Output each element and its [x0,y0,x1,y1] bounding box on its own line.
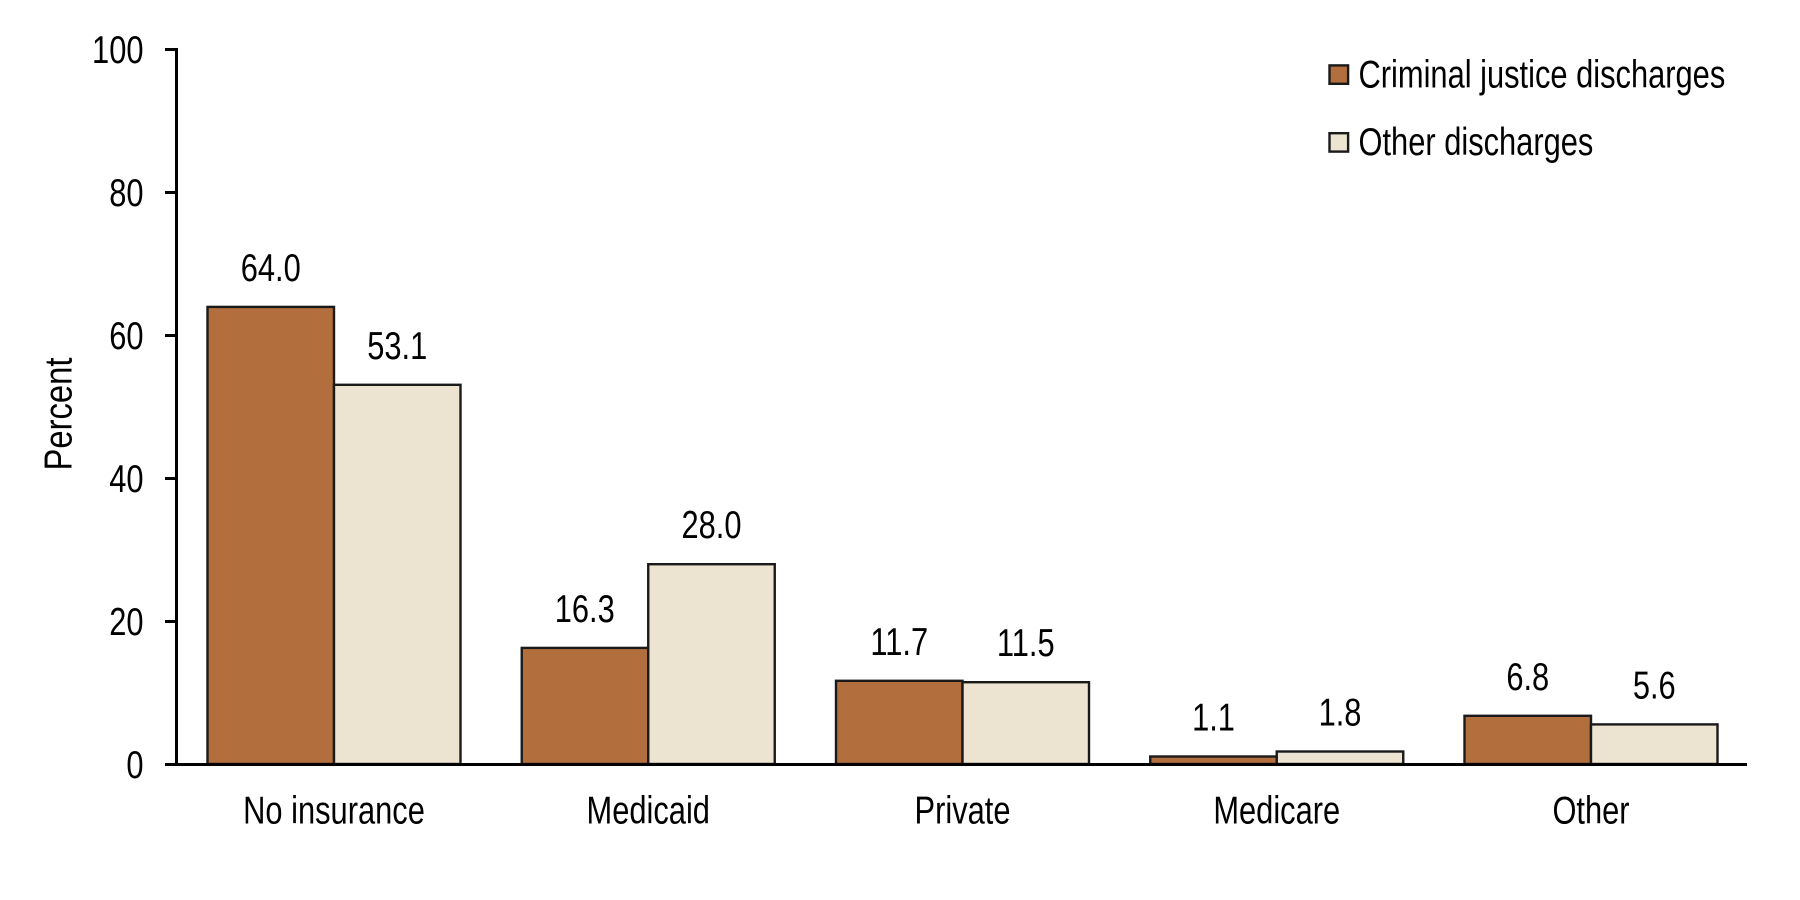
svg-text:60: 60 [109,315,143,358]
svg-text:53.1: 53.1 [367,324,427,367]
svg-text:40: 40 [109,458,143,501]
svg-text:80: 80 [109,172,143,215]
svg-text:1.8: 1.8 [1319,691,1362,734]
svg-text:5.6: 5.6 [1633,664,1676,707]
svg-text:11.7: 11.7 [870,620,928,663]
svg-text:64.0: 64.0 [241,246,301,289]
svg-text:Other discharges: Other discharges [1359,121,1594,164]
svg-text:0: 0 [126,744,143,787]
svg-text:Medicaid: Medicaid [587,789,710,832]
svg-text:Other: Other [1552,789,1629,832]
svg-text:11.5: 11.5 [997,622,1055,665]
svg-text:100: 100 [92,29,143,72]
svg-text:Percent: Percent [36,357,81,470]
svg-text:Criminal justice discharges: Criminal justice discharges [1359,53,1726,96]
svg-text:16.3: 16.3 [555,587,615,630]
svg-text:No insurance: No insurance [243,789,425,832]
svg-text:1.1: 1.1 [1192,696,1235,739]
svg-text:Private: Private [915,789,1011,832]
svg-text:Medicare: Medicare [1213,789,1340,832]
svg-text:20: 20 [109,601,143,644]
svg-text:6.8: 6.8 [1506,655,1549,698]
svg-text:28.0: 28.0 [681,504,741,547]
